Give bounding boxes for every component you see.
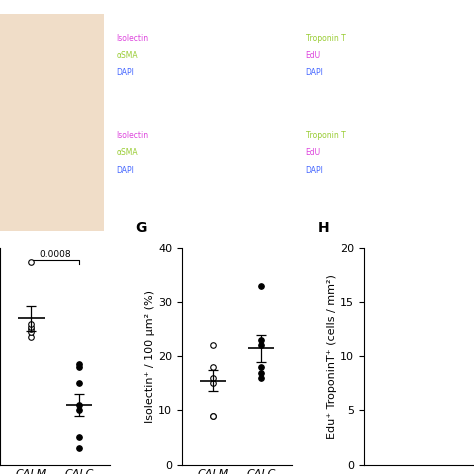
Point xyxy=(27,334,35,341)
Text: G: G xyxy=(136,221,147,235)
Point xyxy=(257,369,265,376)
Text: Border: Border xyxy=(341,202,363,208)
Point xyxy=(27,258,35,265)
Point xyxy=(257,336,265,344)
Point xyxy=(257,363,265,371)
Y-axis label: Isolectin⁺ / 100 μm² (%): Isolectin⁺ / 100 μm² (%) xyxy=(145,290,155,423)
Text: 0.0008: 0.0008 xyxy=(39,250,71,259)
Point xyxy=(27,326,35,333)
Text: Scar: Scar xyxy=(346,181,360,186)
Text: DAPI: DAPI xyxy=(116,166,134,175)
Point xyxy=(257,282,265,290)
Point xyxy=(75,445,83,452)
Point xyxy=(209,412,217,419)
Text: Scar: Scar xyxy=(415,122,428,128)
FancyBboxPatch shape xyxy=(0,14,104,231)
Text: Border: Border xyxy=(412,144,434,149)
Text: DAPI: DAPI xyxy=(116,68,134,77)
Text: EdU: EdU xyxy=(306,148,321,157)
Text: αSMA: αSMA xyxy=(116,51,138,60)
Y-axis label: Edu⁺ TroponinT⁺ (cells / mm²): Edu⁺ TroponinT⁺ (cells / mm²) xyxy=(327,274,337,439)
Point xyxy=(75,401,83,409)
Text: Troponin T: Troponin T xyxy=(306,34,346,43)
Point xyxy=(257,342,265,349)
Point xyxy=(75,434,83,441)
Point xyxy=(209,374,217,382)
Text: H: H xyxy=(318,221,329,235)
Text: αSMA: αSMA xyxy=(116,148,138,157)
Point xyxy=(75,361,83,368)
Text: D: D xyxy=(301,21,312,35)
Text: DAPI: DAPI xyxy=(306,166,324,175)
Text: Troponin T: Troponin T xyxy=(306,131,346,140)
Point xyxy=(257,374,265,382)
Point xyxy=(209,363,217,371)
Point xyxy=(209,412,217,419)
Point xyxy=(75,380,83,387)
Point xyxy=(209,380,217,387)
Text: EdU: EdU xyxy=(306,51,321,60)
Point xyxy=(75,363,83,371)
Point xyxy=(209,342,217,349)
Point xyxy=(27,328,35,336)
Point xyxy=(27,320,35,328)
Text: DAPI: DAPI xyxy=(306,68,324,77)
Text: C: C xyxy=(111,21,122,35)
Text: Isolectin: Isolectin xyxy=(116,34,148,43)
Text: Isolectin: Isolectin xyxy=(116,131,148,140)
Point xyxy=(75,407,83,414)
Point xyxy=(27,323,35,330)
